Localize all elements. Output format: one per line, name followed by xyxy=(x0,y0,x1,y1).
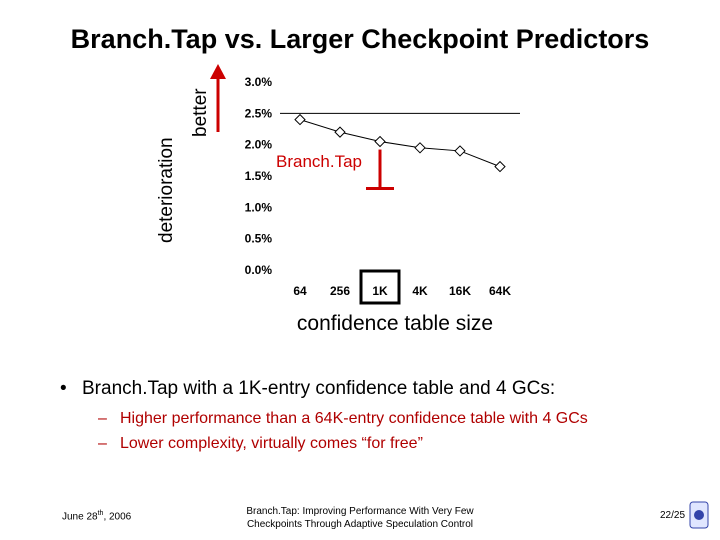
branchtap-annotation: Branch.Tap xyxy=(276,152,362,171)
data-point xyxy=(494,160,506,173)
y-tick-label: 0.0% xyxy=(245,263,273,277)
x-tick-label: 4K xyxy=(412,284,428,298)
sub-bullet-dash: – xyxy=(98,435,107,452)
data-point xyxy=(294,113,306,126)
slide-title: Branch.Tap vs. Larger Checkpoint Predict… xyxy=(70,24,650,54)
highlight-box-1k xyxy=(359,269,401,305)
y-tick-label: 1.0% xyxy=(245,200,273,214)
data-point xyxy=(334,126,346,138)
sub-bullet-1-text: Higher performance than a 64K-entry conf… xyxy=(120,410,588,427)
footer-title-line1: Branch.Tap: Improving Performance With V… xyxy=(246,506,474,517)
y-tick-label: 1.5% xyxy=(245,169,273,183)
bullet-main: • Branch.Tap with a 1K-entry confidence t… xyxy=(60,378,555,400)
footer-date-main: June 28 xyxy=(62,511,98,523)
sub-bullet-dash: – xyxy=(98,410,107,427)
deterioration-chart: 0.0% 0.5% 1.0% 1.5% 2.0% 2.5% 3.0% 64 256 1K 4K 16… xyxy=(210,64,520,335)
data-point xyxy=(454,145,466,157)
footer-date-year: , 2006 xyxy=(103,511,132,523)
x-tick-label: 16K xyxy=(449,284,471,298)
bullet-text: Branch.Tap with a 1K-entry confidence ta… xyxy=(82,378,556,399)
bullet-dot: • xyxy=(60,378,67,399)
x-tick-label: 1K xyxy=(372,284,388,298)
y-tick-label: 0.5% xyxy=(245,232,273,246)
y-tick-label: 2.0% xyxy=(245,138,273,152)
logo-icon xyxy=(689,501,709,529)
footer-date: June 28th, 2006 xyxy=(62,510,131,522)
footer-title: Branch.Tap: Improving Performance With V… xyxy=(220,505,500,531)
data-point xyxy=(414,142,426,154)
data-point xyxy=(374,135,386,148)
series-line xyxy=(299,119,501,168)
x-tick-label: 64 xyxy=(293,284,307,298)
branchtap-marker xyxy=(366,149,394,191)
footer-date-suffix: th xyxy=(97,510,104,517)
better-arrow-head xyxy=(210,64,226,79)
page-number: 22/25 xyxy=(660,510,686,521)
y-tick-label: 3.0% xyxy=(245,75,273,89)
x-tick-label: 64K xyxy=(489,284,511,298)
sub-bullet-2-text: Lower complexity, virtually comes “for f… xyxy=(120,435,423,452)
sub-bullet-2: – Lower complexity, virtually comes “for … xyxy=(98,435,423,453)
y-tick-label: 2.5% xyxy=(245,106,273,120)
footer-title-line2: Checkpoints Through Adaptive Speculation… xyxy=(246,519,474,530)
x-axis-label: confidence table size xyxy=(297,312,493,335)
sub-bullet-1: – Higher performance than a 64K-entry con… xyxy=(98,410,588,428)
x-tick-label: 256 xyxy=(330,284,350,298)
